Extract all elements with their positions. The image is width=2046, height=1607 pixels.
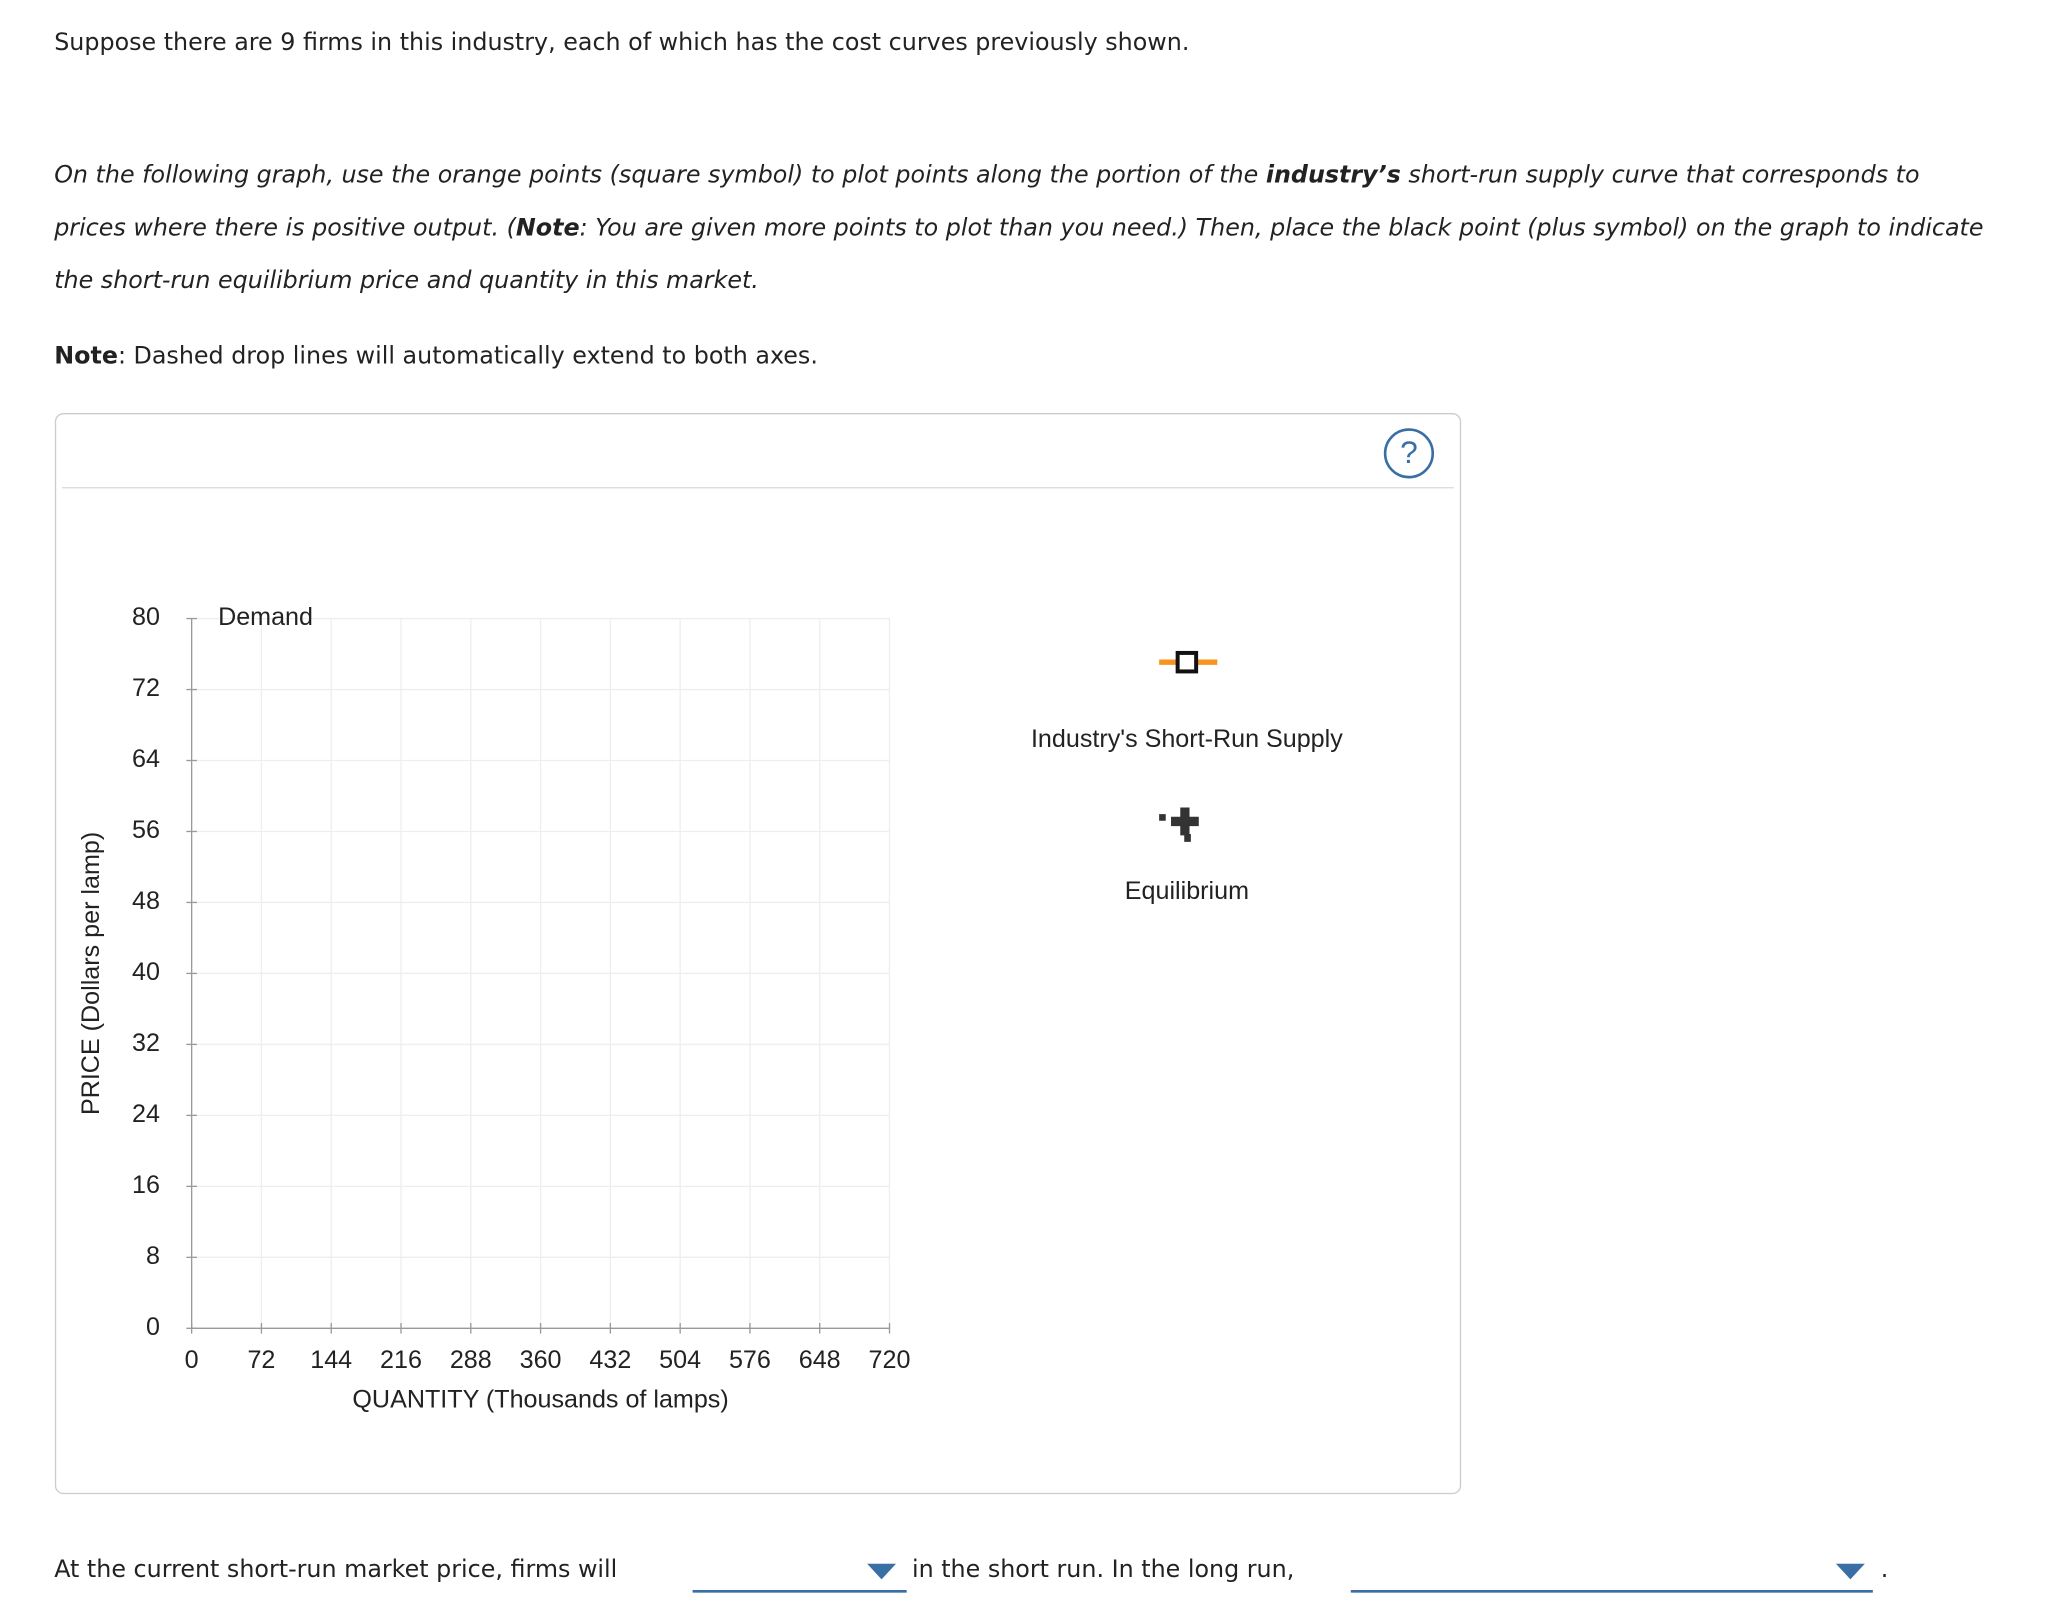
footer-text: in the short run. In the long run, bbox=[911, 1555, 1295, 1584]
help-button[interactable] bbox=[1383, 428, 1435, 479]
instructions: On the following graph, use the orange p… bbox=[54, 149, 1997, 308]
note-label: Note bbox=[54, 342, 118, 371]
intro-text: Suppose there are 9 firms in this indust… bbox=[54, 29, 1190, 57]
instruction-text: : You are given more points to plot than… bbox=[54, 214, 1984, 295]
instruction-text: On the following graph, use the orange p… bbox=[54, 161, 1266, 190]
x-tick-label: 576 bbox=[729, 1346, 771, 1374]
x-tick-label: 504 bbox=[659, 1346, 701, 1374]
y-tick-label: 48 bbox=[132, 887, 160, 915]
instruction-bold: Note bbox=[515, 214, 580, 242]
x-tick-label: 360 bbox=[520, 1346, 562, 1374]
y-tick-label: 24 bbox=[132, 1100, 160, 1128]
x-tick-label: 216 bbox=[380, 1346, 422, 1374]
equilibrium-tool-icon[interactable] bbox=[1159, 807, 1199, 842]
x-tick-label: 288 bbox=[450, 1346, 492, 1374]
x-tick-label: 144 bbox=[310, 1346, 352, 1374]
x-tick-label: 720 bbox=[869, 1346, 911, 1374]
y-tick-label: 8 bbox=[146, 1242, 160, 1270]
y-axis-label: PRICE (Dollars per lamp) bbox=[77, 832, 105, 1115]
y-tick-label: 72 bbox=[132, 674, 160, 702]
series-label: Demand bbox=[218, 603, 313, 631]
y-tick-label: 40 bbox=[132, 958, 160, 986]
instruction-bold: industry’s bbox=[1265, 161, 1401, 190]
note-text: : Dashed drop lines will automatically e… bbox=[117, 342, 818, 371]
y-tick-label: 16 bbox=[132, 1171, 160, 1199]
supply-tool-icon[interactable] bbox=[1175, 650, 1199, 674]
help-icon[interactable]: ? bbox=[1400, 434, 1418, 470]
y-tick-label: 64 bbox=[132, 745, 160, 773]
y-tick-label: 32 bbox=[132, 1029, 160, 1057]
y-tick-label: 0 bbox=[146, 1313, 160, 1341]
graph-box bbox=[54, 413, 1462, 1495]
x-tick-label: 72 bbox=[247, 1346, 275, 1374]
footer-text: At the current short-run market price, f… bbox=[54, 1555, 618, 1584]
palette-label: Industry's Short-Run Supply bbox=[1031, 725, 1343, 753]
footer-text: . bbox=[1880, 1555, 1889, 1584]
palette-label: Equilibrium bbox=[1125, 877, 1249, 905]
instruction-text: short-run supply curve that corresponds … bbox=[54, 161, 1920, 242]
x-tick-label: 432 bbox=[589, 1346, 631, 1374]
x-axis-label: QUANTITY (Thousands of lamps) bbox=[352, 1386, 728, 1414]
y-tick-label: 56 bbox=[132, 816, 160, 844]
dropdown[interactable] bbox=[692, 1556, 907, 1593]
x-tick-label: 648 bbox=[799, 1346, 841, 1374]
note: Note: Dashed drop lines will automatical… bbox=[54, 342, 818, 370]
y-tick-label: 80 bbox=[132, 603, 160, 631]
x-tick-label: 0 bbox=[185, 1346, 199, 1374]
dropdown[interactable] bbox=[1350, 1556, 1873, 1593]
